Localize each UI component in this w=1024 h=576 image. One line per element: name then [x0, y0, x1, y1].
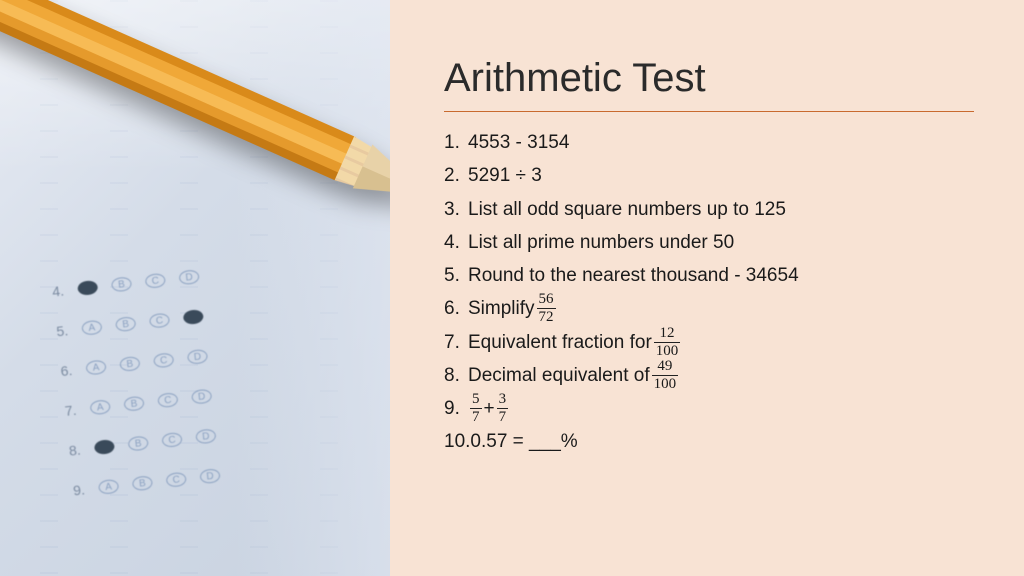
- fraction-denominator: 72: [537, 308, 556, 325]
- question-row: 1. 4553 - 3154: [444, 126, 974, 159]
- question-number: 9.: [444, 392, 468, 425]
- question-number: 7.: [444, 326, 468, 359]
- fraction-numerator: 3: [497, 392, 509, 408]
- question-number: 1.: [444, 126, 468, 159]
- question-text: 0.57 = ___%: [470, 425, 577, 458]
- question-text: List all prime numbers under 50: [468, 226, 734, 259]
- fraction-denominator: 7: [470, 408, 482, 425]
- question-row: 5.Round to the nearest thousand - 34654: [444, 259, 974, 292]
- left-image-panel: 4.ABCD5.ABCD6.ABCD7.ABCD8.ABCD9.ABCD: [0, 0, 390, 576]
- question-text: +: [484, 392, 495, 425]
- question-text: 4553 - 3154: [468, 126, 569, 159]
- question-row: 2.5291 ÷ 3: [444, 159, 974, 192]
- question-number: 10.: [444, 425, 470, 458]
- question-number: 8.: [444, 359, 468, 392]
- question-text: 5291 ÷ 3: [468, 159, 542, 192]
- question-text: Equivalent fraction for: [468, 326, 652, 359]
- question-row: 10. 0.57 = ___%: [444, 425, 974, 458]
- fraction-numerator: 12: [658, 326, 677, 342]
- fraction: 5672: [537, 292, 556, 325]
- question-row: 7.Equivalent fraction for 12100: [444, 326, 974, 359]
- fraction-denominator: 100: [654, 342, 681, 359]
- title-rule: [444, 111, 974, 112]
- fraction: 49100: [652, 359, 679, 392]
- fraction: 57: [470, 392, 482, 425]
- question-number: 5.: [444, 259, 468, 292]
- fraction-denominator: 7: [497, 408, 509, 425]
- question-number: 2.: [444, 159, 468, 192]
- question-text: Simplify: [468, 292, 535, 325]
- question-row: 8.Decimal equivalent of 49100: [444, 359, 974, 392]
- question-row: 6.Simplify 5672: [444, 292, 974, 325]
- question-row: 9. 57 + 37: [444, 392, 974, 425]
- fraction-numerator: 5: [470, 392, 482, 408]
- fraction-numerator: 49: [655, 359, 674, 375]
- question-number: 4.: [444, 226, 468, 259]
- fraction-denominator: 100: [652, 375, 679, 392]
- question-text: Decimal equivalent of: [468, 359, 650, 392]
- question-list: 1. 4553 - 31542.5291 ÷ 33.List all odd s…: [444, 126, 974, 459]
- fraction: 37: [497, 392, 509, 425]
- question-row: 4.List all prime numbers under 50: [444, 226, 974, 259]
- content-panel: Arithmetic Test 1. 4553 - 31542.5291 ÷ 3…: [390, 0, 1024, 576]
- page-title: Arithmetic Test: [444, 56, 974, 101]
- fraction: 12100: [654, 326, 681, 359]
- fraction-numerator: 56: [537, 292, 556, 308]
- question-row: 3.List all odd square numbers up to 125: [444, 193, 974, 226]
- question-text: List all odd square numbers up to 125: [468, 193, 786, 226]
- question-text: Round to the nearest thousand - 34654: [468, 259, 799, 292]
- question-number: 3.: [444, 193, 468, 226]
- question-number: 6.: [444, 292, 468, 325]
